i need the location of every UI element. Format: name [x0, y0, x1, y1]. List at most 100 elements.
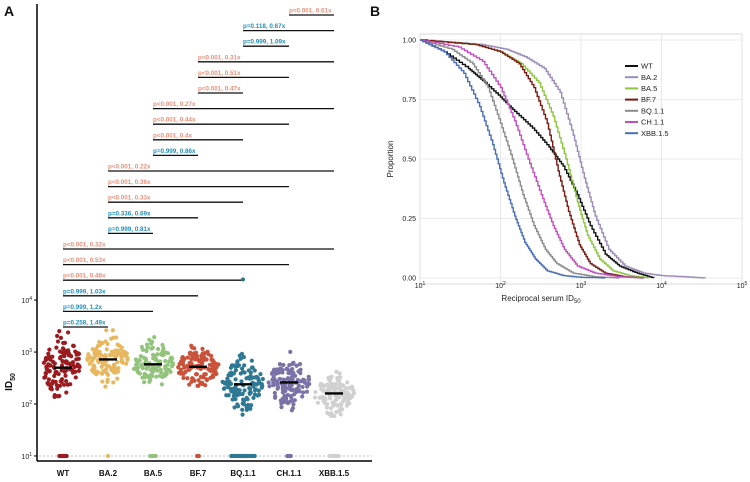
data-point	[337, 371, 342, 376]
data-point	[181, 371, 186, 377]
data-point	[227, 379, 232, 384]
data-point	[76, 351, 82, 356]
data-point	[216, 362, 221, 367]
data-point	[141, 380, 147, 385]
panel-b-axes: 101 102 103 104 105 0.00 0.25 0.50 0.75 1.00 Recip…	[386, 38, 748, 306]
data-point	[189, 343, 194, 348]
data-point	[92, 370, 97, 376]
data-point	[104, 347, 109, 352]
data-point	[233, 368, 238, 373]
data-point	[153, 367, 158, 372]
data-point	[59, 350, 65, 355]
legend-label: BQ.1.1	[641, 106, 664, 115]
panel-a-beeswarm-chart: p<0.001, 0.61x p=0.118, 0.67x p=0.999, 1.0…	[4, 4, 372, 478]
data-points	[41, 277, 357, 459]
data-point	[55, 384, 60, 389]
data-point	[233, 397, 238, 402]
data-point	[315, 400, 321, 405]
data-point	[248, 406, 253, 411]
data-point	[297, 361, 303, 367]
comparison-label: p<0.001, 0.61x	[289, 8, 332, 15]
data-point	[344, 386, 349, 391]
data-point	[194, 372, 199, 377]
x-tick-label: 104	[656, 281, 667, 290]
x-tick-label: 101	[415, 281, 426, 290]
data-point	[248, 390, 253, 395]
data-point	[52, 393, 57, 398]
data-point	[140, 347, 145, 352]
data-point	[86, 356, 91, 361]
data-point	[160, 342, 165, 348]
legend-label: CH.1.1	[641, 118, 664, 127]
series-line	[420, 39, 655, 279]
data-point	[104, 328, 109, 333]
comparison-label: p<0.001, 0.44x	[153, 117, 196, 124]
data-point	[247, 387, 253, 392]
data-point	[278, 398, 283, 403]
data-point	[55, 339, 61, 344]
data-point	[153, 357, 158, 362]
y-tick-label: 103	[21, 348, 32, 357]
data-point	[111, 380, 116, 385]
data-point	[238, 371, 243, 376]
data-point	[245, 375, 251, 380]
data-point	[204, 377, 209, 382]
x-tick-label: 103	[576, 281, 587, 290]
data-point	[241, 398, 247, 404]
data-point	[97, 340, 102, 345]
median-bars	[54, 358, 343, 395]
data-point	[241, 355, 246, 360]
data-point	[73, 375, 78, 380]
data-point	[86, 352, 91, 357]
data-point	[251, 395, 256, 400]
data-point	[338, 412, 343, 417]
data-point	[187, 382, 192, 387]
data-point	[152, 335, 157, 340]
data-point	[89, 359, 94, 364]
data-point	[50, 354, 55, 359]
data-point	[167, 359, 172, 364]
data-point	[252, 453, 257, 459]
data-point	[300, 384, 305, 390]
data-point	[324, 405, 330, 410]
panel-b-legend: WT BA.2 BA.5 BF.7 BQ.1.1 CH.1.1 XBB.1.5	[625, 62, 669, 138]
data-point	[287, 363, 292, 368]
data-point	[136, 370, 141, 375]
data-point	[345, 380, 350, 385]
data-point	[57, 329, 62, 334]
data-point	[90, 347, 95, 352]
data-point	[232, 363, 237, 368]
data-point	[185, 376, 190, 381]
y-tick-label: 1.00	[402, 38, 416, 45]
data-point	[256, 378, 261, 383]
data-point	[148, 367, 153, 373]
data-point	[325, 410, 330, 415]
data-point	[46, 377, 52, 382]
data-point	[222, 386, 227, 391]
data-point	[209, 353, 214, 359]
data-point	[176, 365, 181, 370]
category-label: BQ.1.1	[230, 469, 256, 478]
data-point	[240, 407, 245, 412]
legend-label: BA.5	[641, 84, 657, 93]
data-point	[125, 357, 130, 362]
data-point	[159, 382, 164, 387]
category-label: BA.5	[144, 469, 163, 478]
data-point	[46, 381, 51, 386]
legend-label: WT	[641, 62, 653, 71]
data-point	[313, 389, 318, 395]
comparison-label: p<0.001, 0.51x	[198, 70, 241, 77]
series-line	[420, 39, 621, 279]
data-point	[312, 395, 318, 400]
data-point	[255, 393, 260, 398]
data-point	[48, 363, 53, 368]
data-point	[245, 397, 250, 402]
data-point	[231, 393, 237, 398]
data-point	[307, 381, 312, 387]
data-point	[328, 395, 333, 400]
data-point	[331, 403, 336, 408]
data-point	[115, 376, 120, 381]
data-point	[342, 396, 347, 401]
data-point	[280, 390, 285, 395]
data-point	[192, 346, 197, 351]
